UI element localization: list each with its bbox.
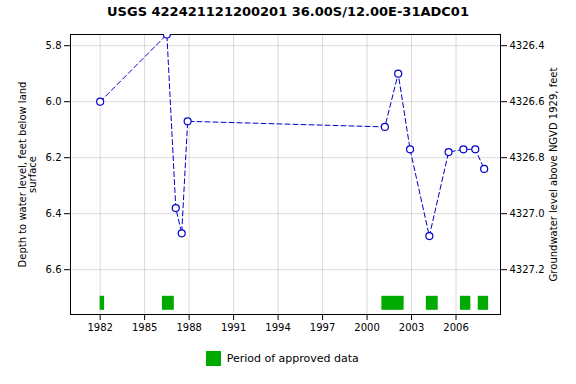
html-text:USGS 422421121200201 36.00S/12: USGS 422421121200201 36.00S/12.00E-31ADC… bbox=[107, 4, 469, 19]
svg-text:4327.2: 4327.2 bbox=[510, 264, 545, 275]
svg-text:1994: 1994 bbox=[265, 322, 290, 333]
svg-text:1985: 1985 bbox=[132, 322, 157, 333]
svg-text:1982: 1982 bbox=[87, 322, 112, 333]
svg-text:4327.0: 4327.0 bbox=[510, 208, 545, 219]
svg-text:5.8: 5.8 bbox=[46, 40, 62, 51]
svg-text:2000: 2000 bbox=[354, 322, 379, 333]
svg-text:6.0: 6.0 bbox=[46, 96, 62, 107]
svg-text:4326.8: 4326.8 bbox=[510, 152, 545, 163]
svg-text:6.4: 6.4 bbox=[46, 208, 62, 219]
svg-text:Depth to water level, feet bel: Depth to water level, feet below landsur… bbox=[17, 82, 38, 268]
svg-text:6.6: 6.6 bbox=[46, 264, 62, 275]
svg-text:Groundwater level above NGVD 1: Groundwater level above NGVD 1929, feet bbox=[548, 68, 559, 282]
svg-text:6.2: 6.2 bbox=[46, 152, 62, 163]
svg-text:2003: 2003 bbox=[399, 322, 424, 333]
svg-text:4326.4: 4326.4 bbox=[510, 40, 545, 51]
svg-text:2006: 2006 bbox=[443, 322, 468, 333]
html-text:Period of approved data: Period of approved data bbox=[226, 352, 359, 365]
svg-text:4326.6: 4326.6 bbox=[510, 96, 545, 107]
svg-text:1991: 1991 bbox=[221, 322, 246, 333]
svg-text:1988: 1988 bbox=[176, 322, 201, 333]
svg-text:1997: 1997 bbox=[310, 322, 335, 333]
